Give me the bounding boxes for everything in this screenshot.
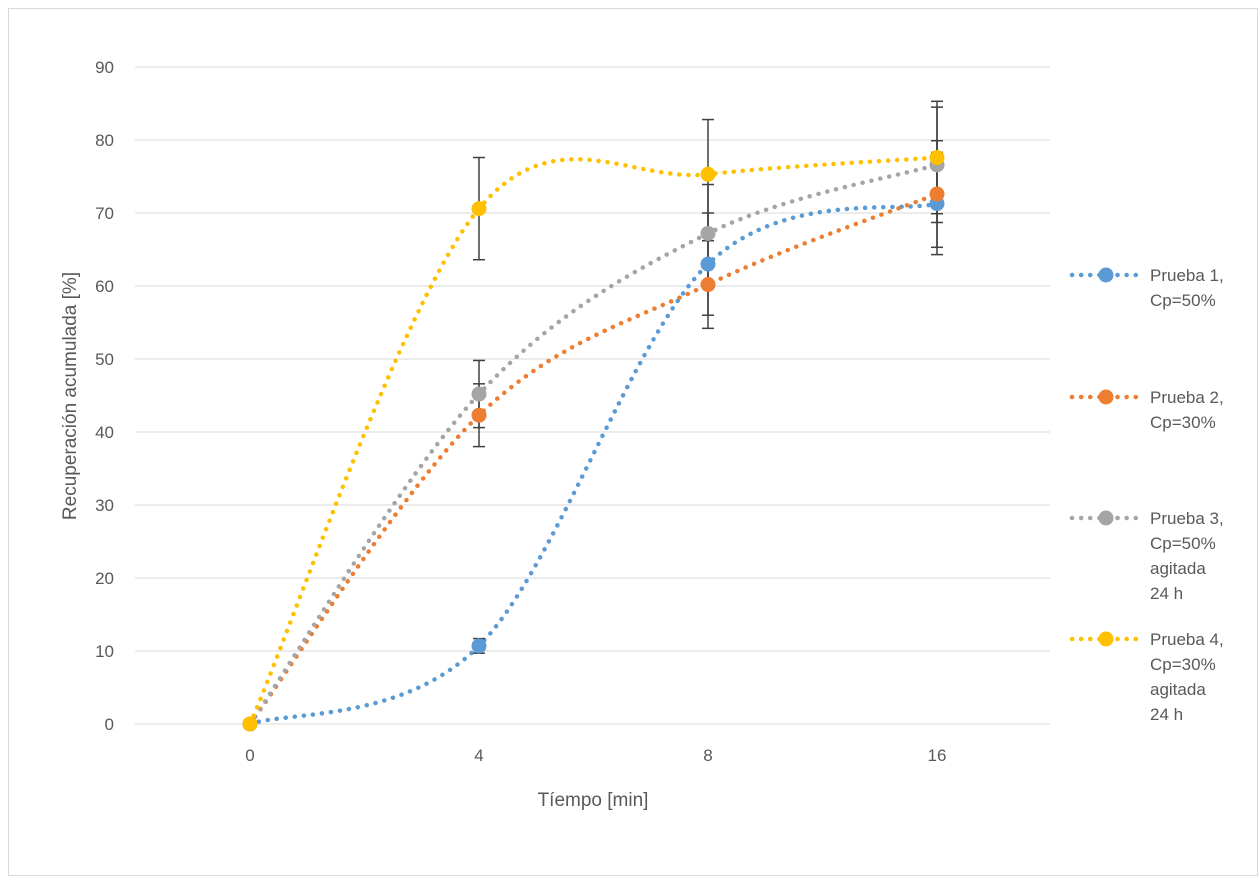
data-point [700,277,716,293]
data-point [471,201,487,217]
x-tick-label: 8 [703,746,712,765]
data-points [242,150,945,732]
series-group [247,155,940,727]
series-line [247,155,940,727]
y-tick-label: 20 [95,569,114,588]
data-point [700,225,716,241]
y-tick-label: 30 [95,496,114,515]
y-tick-label: 10 [95,642,114,661]
legend-label: Prueba 4, [1150,630,1224,649]
legend-label: Cp=30% [1150,655,1216,674]
series-line [247,191,940,727]
x-tick-label: 0 [245,746,254,765]
legend-label: Prueba 3, [1150,509,1224,528]
y-tick-label: 50 [95,350,114,369]
legend-label: Prueba 1, [1150,266,1224,285]
error-bars [473,100,943,654]
legend-label: Cp=30% [1150,413,1216,432]
gridlines [135,66,1050,725]
y-tick-label: 60 [95,277,114,296]
data-point [700,166,716,182]
data-point [242,716,258,732]
data-point [471,638,487,654]
x-axis-ticks: 0 4 8 16 [245,746,946,765]
legend: Prueba 1, Cp=50% Prueba 2, Cp=30% Prueba 3, C… [1069,266,1224,724]
x-axis-title: Tíempo [min] [538,790,649,811]
data-point [471,386,487,402]
y-tick-label: 90 [95,58,114,77]
legend-label: 24 h [1150,705,1183,724]
y-axis-ticks: 0 10 20 30 40 50 60 70 80 90 [95,58,114,734]
legend-swatch-marker [1098,631,1114,647]
chart-frame [8,8,1258,876]
legend-label: Cp=50% [1150,534,1216,553]
series-line [247,162,940,727]
legend-label: Prueba 2, [1150,388,1224,407]
y-tick-label: 80 [95,131,114,150]
x-tick-label: 16 [928,746,947,765]
legend-label: agitada [1150,559,1206,578]
legend-swatch-marker [1098,389,1114,405]
legend-swatch-marker [1098,510,1114,526]
data-point [929,186,945,202]
y-axis-title: Recuperación acumulada [%] [60,272,81,520]
legend-label: Cp=50% [1150,291,1216,310]
data-point [700,256,716,272]
data-point [929,150,945,166]
legend-label: 24 h [1150,584,1183,603]
y-tick-label: 0 [105,715,114,734]
series-line [247,201,940,727]
y-tick-label: 70 [95,204,114,223]
x-tick-label: 4 [474,746,483,765]
data-point [471,407,487,423]
legend-swatch-marker [1098,267,1114,283]
legend-label: agitada [1150,680,1206,699]
y-tick-label: 40 [95,423,114,442]
